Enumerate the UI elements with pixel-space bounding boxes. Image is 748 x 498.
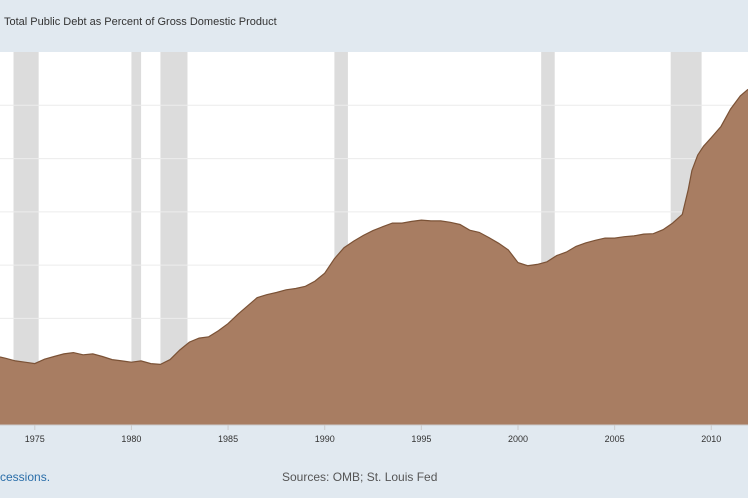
chart-title: Total Public Debt as Percent of Gross Do…	[4, 16, 277, 28]
recessions-link[interactable]: cessions.	[0, 470, 51, 484]
sources-note: Sources: OMB; St. Louis Fed	[282, 470, 438, 484]
x-tick-label: 1995	[411, 434, 431, 444]
x-axis-ticks: 1975 1980 1985 1990 1995 2000 2005 2010	[25, 425, 721, 444]
series-area-fill	[0, 89, 748, 426]
x-tick-label: 1980	[121, 434, 141, 444]
x-tick-label: 2000	[508, 434, 528, 444]
x-tick-label: 1985	[218, 434, 238, 444]
x-tick-label: 2010	[701, 434, 721, 444]
series-line	[0, 88, 748, 366]
x-tick-label: 1990	[315, 434, 335, 444]
x-tick-label: 2005	[605, 434, 625, 444]
recession-band	[131, 52, 142, 425]
x-tick-label: 1975	[25, 434, 45, 444]
series-area	[0, 88, 748, 426]
